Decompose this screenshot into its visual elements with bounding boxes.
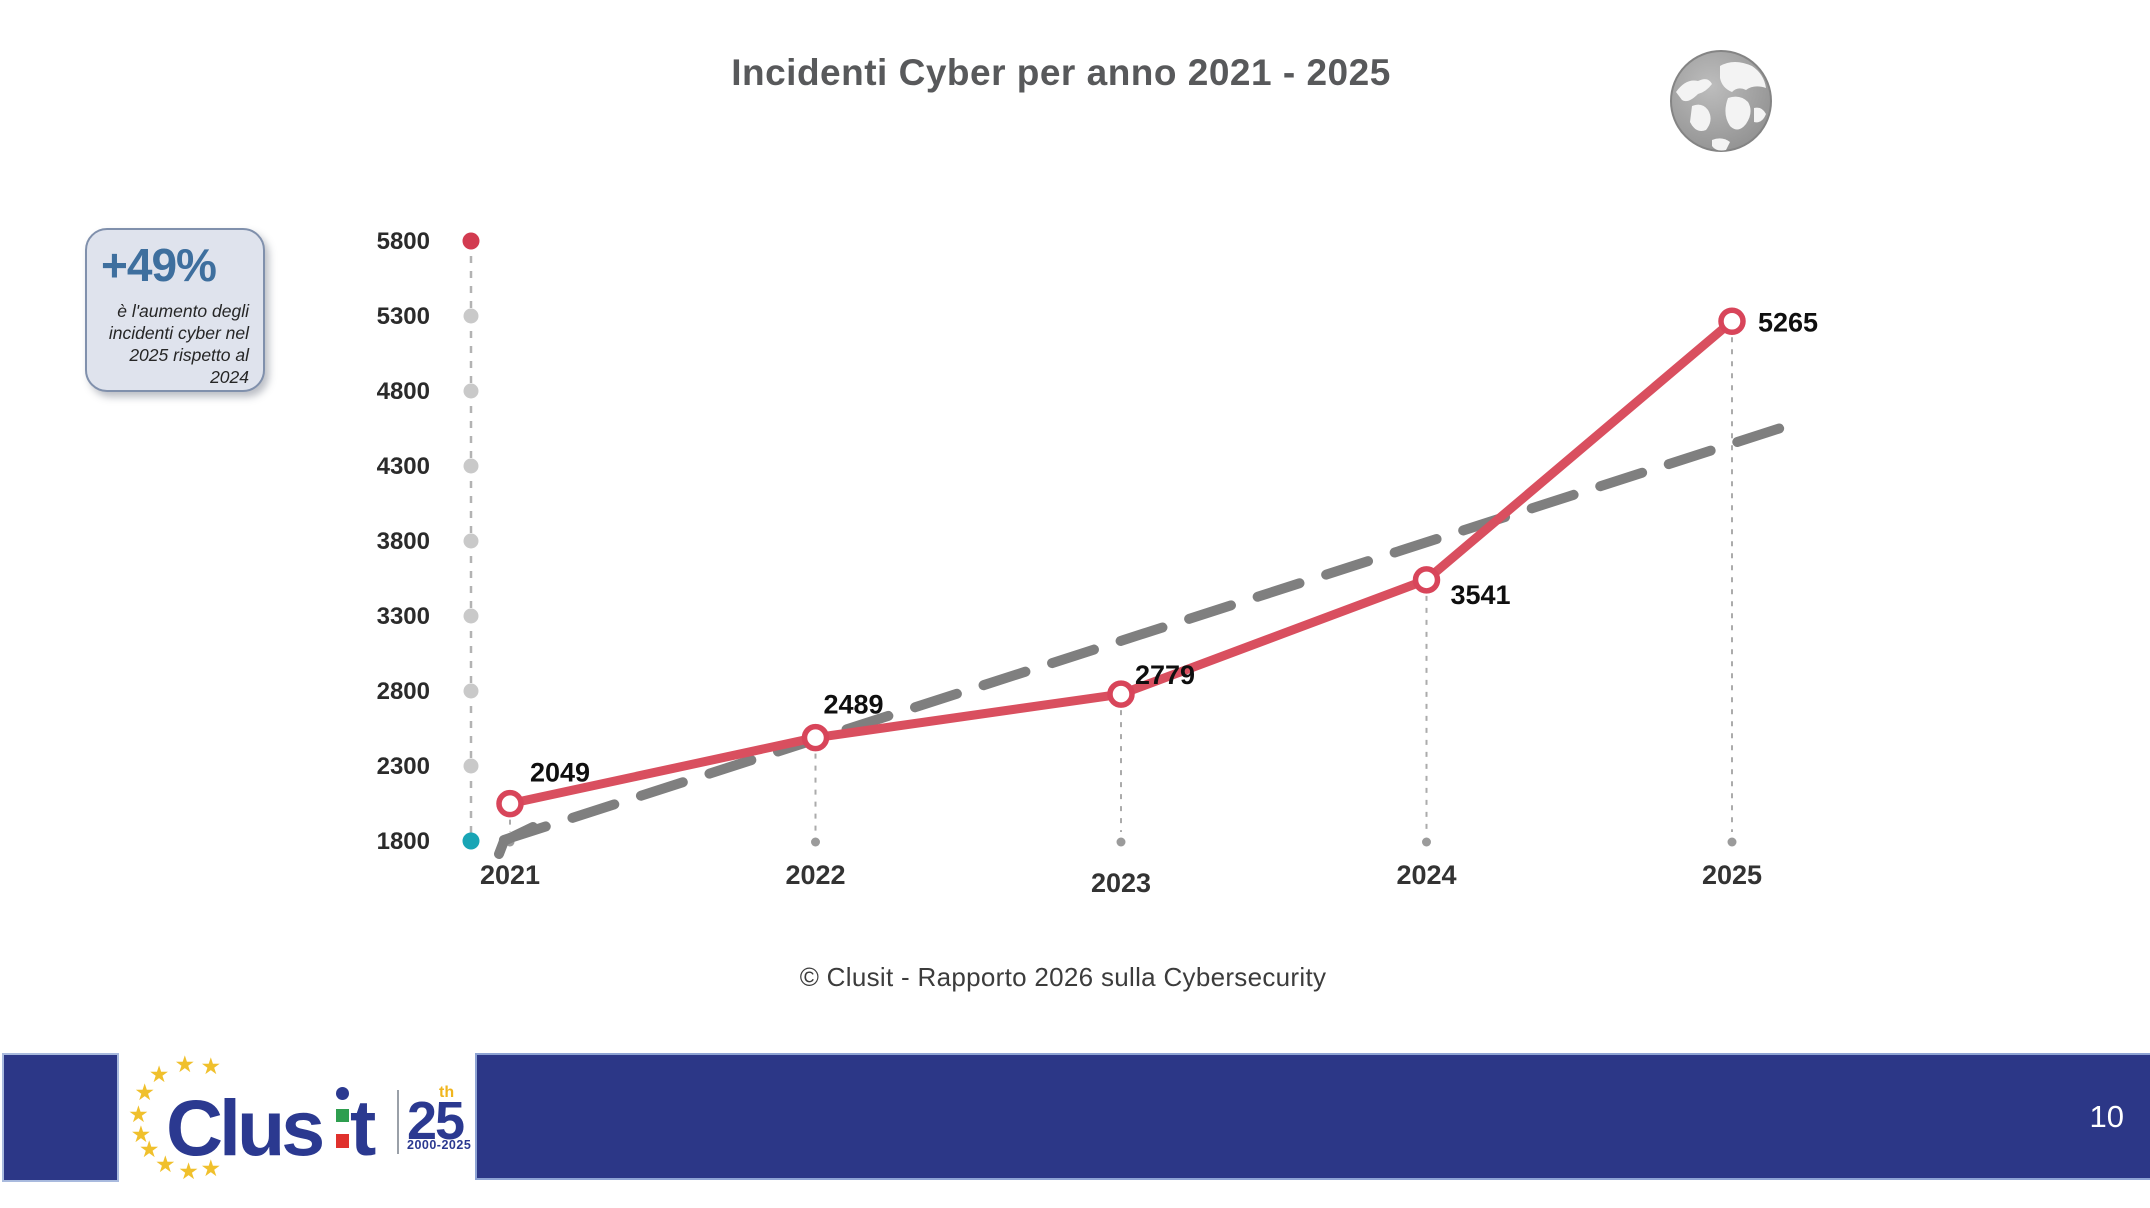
x-axis-label: 2024 xyxy=(1396,860,1456,890)
y-tick-dot xyxy=(463,308,479,324)
baseline-dot xyxy=(1727,837,1737,847)
data-point-label: 5265 xyxy=(1758,307,1818,337)
data-point-marker xyxy=(1107,680,1135,708)
star-icon: ★ xyxy=(138,1136,160,1163)
baseline-dot xyxy=(811,837,820,847)
star-icon: ★ xyxy=(178,1157,199,1184)
data-point-marker xyxy=(801,723,830,752)
y-tick-dot xyxy=(462,232,480,250)
logo-green-square xyxy=(336,1109,349,1122)
series-line xyxy=(505,316,1737,809)
baseline-dot xyxy=(1116,837,1126,847)
footer-left-block xyxy=(2,1053,119,1182)
y-tick-dot xyxy=(463,533,479,549)
y-tick-dot xyxy=(462,832,480,850)
y-tick-label: 5800 xyxy=(377,228,430,255)
x-axis-label: 2022 xyxy=(785,860,845,890)
star-icon: ★ xyxy=(128,1101,149,1128)
y-tick-dot xyxy=(463,383,479,399)
trend-line xyxy=(498,419,1799,845)
logo-i-column xyxy=(336,1087,350,1148)
star-icon: ★ xyxy=(200,1053,222,1080)
logo-red-square xyxy=(336,1134,349,1148)
data-point-marker xyxy=(1412,566,1441,594)
logo-divider xyxy=(397,1090,399,1154)
data-point-label: 3541 xyxy=(1451,580,1511,610)
logo-wordmark-prefix: Clus xyxy=(166,1083,325,1172)
y-tick-label: 4300 xyxy=(377,453,430,480)
page-title: Incidenti Cyber per anno 2021 - 2025 xyxy=(731,52,1391,93)
anniversary-number: 25 xyxy=(407,1091,465,1151)
star-icon: ★ xyxy=(200,1154,222,1181)
y-tick-dot xyxy=(463,758,479,774)
anniversary-sup: th xyxy=(439,1084,455,1101)
data-point-label: 2779 xyxy=(1135,660,1195,690)
globe-icon xyxy=(1670,50,1772,152)
y-tick-label: 3300 xyxy=(377,603,430,630)
logo-wordmark-suffix: t xyxy=(350,1083,376,1172)
baseline-dot xyxy=(1422,837,1431,847)
y-tick-label: 3800 xyxy=(377,528,430,555)
x-axis-label: 2021 xyxy=(480,860,540,890)
clusit-logo: ★ ★ ★ ★ ★ ★ ★ ★ ★ ★ Clus t 25 th 2000-2025 xyxy=(128,1050,475,1190)
y-tick-dot xyxy=(463,458,479,474)
data-point-label: 2489 xyxy=(824,690,884,720)
star-icon: ★ xyxy=(130,1120,152,1147)
y-tick-label: 5300 xyxy=(377,303,430,330)
star-icon: ★ xyxy=(148,1061,170,1088)
star-icon: ★ xyxy=(174,1050,196,1077)
y-tick-label: 1800 xyxy=(377,828,430,855)
callout-headline: +49% xyxy=(101,239,217,291)
logo-i-dot xyxy=(336,1087,349,1100)
x-axis-label: 2025 xyxy=(1702,860,1762,890)
data-point-marker xyxy=(496,789,524,818)
y-tick-dot xyxy=(463,608,479,624)
page-number: 10 xyxy=(2089,1098,2124,1134)
copyright-text: © Clusit - Rapporto 2026 sulla Cybersecu… xyxy=(799,962,1327,992)
footer-bar: 10 xyxy=(475,1053,2150,1180)
data-point-marker xyxy=(1718,307,1746,335)
y-tick-label: 2800 xyxy=(377,678,430,705)
callout-body: è l'aumento degli incidenti cyber nel 20… xyxy=(108,301,249,388)
star-icon: ★ xyxy=(134,1078,155,1105)
y-tick-label: 4800 xyxy=(377,378,430,405)
anniversary-years: 2000-2025 xyxy=(407,1138,472,1152)
callout-box: +49% è l'aumento degli incidenti cyber n… xyxy=(85,228,265,392)
star-icon: ★ xyxy=(155,1150,176,1177)
data-point-label: 2049 xyxy=(530,758,590,788)
y-tick-dot xyxy=(463,683,479,699)
y-tick-label: 2300 xyxy=(377,753,430,780)
x-axis-label: 2023 xyxy=(1091,868,1151,898)
